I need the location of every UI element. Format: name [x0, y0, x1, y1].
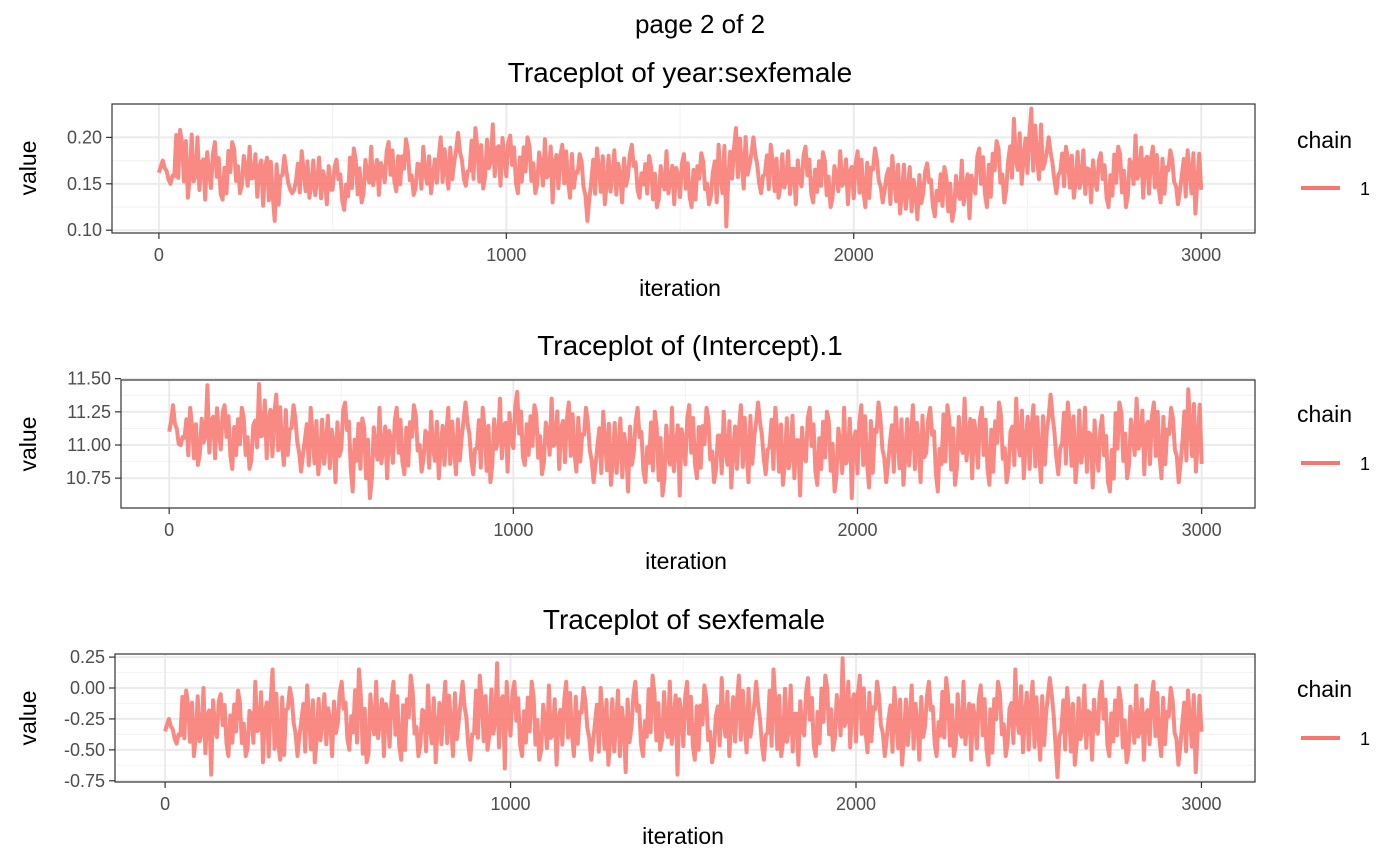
- x-tick-label: 2000: [836, 794, 876, 814]
- plot-area: 0 1000 2000 3000 0.10 0.15 0.20: [67, 103, 1256, 265]
- x-tick-label: 3000: [1182, 520, 1222, 540]
- x-tick-label: 0: [164, 520, 174, 540]
- legend: chain 1: [1297, 676, 1370, 749]
- x-tick-label: 0: [160, 794, 170, 814]
- x-axis-label: iteration: [639, 275, 721, 301]
- y-axis-label: value: [15, 417, 41, 472]
- legend-entry-label: 1: [1360, 729, 1370, 749]
- panel-3: Traceplot of sexfemale 0 1000 2000 3000 -0.7…: [15, 604, 1370, 849]
- y-tick-label: 11.00: [67, 435, 111, 455]
- panel-border: [120, 379, 1256, 509]
- x-axis-label: iteration: [642, 823, 724, 849]
- y-tick-label: 0.10: [67, 220, 102, 240]
- plot-area: 0 1000 2000 3000 -0.75 -0.50 -0.25 0.00 0.25: [64, 647, 1256, 814]
- legend-title: chain: [1297, 401, 1352, 427]
- y-tick-label: 0.20: [67, 127, 102, 147]
- plot-area: 0 1000 2000 3000 10.75 11.00 11.25 11.50: [66, 369, 1256, 540]
- series-line: [167, 382, 1204, 501]
- x-tick-label: 3000: [1181, 245, 1221, 265]
- panel-title: Traceplot of sexfemale: [543, 604, 825, 635]
- series-line: [163, 656, 1204, 780]
- x-tick-label: 1000: [493, 520, 533, 540]
- panel-title: Traceplot of (Intercept).1: [537, 330, 843, 361]
- x-tick-label: 1000: [486, 245, 526, 265]
- y-tick-label: -0.75: [64, 771, 105, 791]
- legend: chain 1: [1297, 127, 1370, 199]
- x-tick-label: 0: [154, 245, 164, 265]
- legend: chain 1: [1297, 401, 1370, 474]
- x-tick-label: 1000: [491, 794, 531, 814]
- panel-1: Traceplot of year:sexfemale 0 1000 2000 300…: [15, 57, 1370, 301]
- y-axis-label: value: [15, 691, 41, 746]
- x-tick-label: 2000: [834, 245, 874, 265]
- legend-entry-label: 1: [1360, 454, 1370, 474]
- panel-border: [111, 103, 1256, 234]
- legend-entry-label: 1: [1360, 179, 1370, 199]
- panel-title: Traceplot of year:sexfemale: [508, 57, 852, 88]
- x-tick-label: 3000: [1181, 794, 1221, 814]
- y-tick-label: -0.25: [64, 709, 105, 729]
- y-tick-label: 0.15: [67, 174, 102, 194]
- legend-title: chain: [1297, 127, 1352, 153]
- y-tick-label: 0.00: [70, 678, 105, 698]
- y-axis-label: value: [15, 141, 41, 196]
- legend-title: chain: [1297, 676, 1352, 702]
- series-line: [156, 106, 1204, 229]
- x-axis-label: iteration: [645, 548, 727, 574]
- y-tick-label: 0.25: [70, 647, 105, 667]
- panel-border: [114, 653, 1256, 783]
- y-tick-label: -0.50: [64, 740, 105, 760]
- y-tick-label: 10.75: [66, 468, 111, 488]
- y-tick-label: 11.50: [67, 369, 111, 389]
- x-tick-label: 2000: [837, 520, 877, 540]
- panel-2: Traceplot of (Intercept).1 0 1000 2000 3000…: [15, 330, 1370, 574]
- y-tick-label: 11.25: [67, 402, 111, 422]
- page-title: page 2 of 2: [635, 9, 765, 39]
